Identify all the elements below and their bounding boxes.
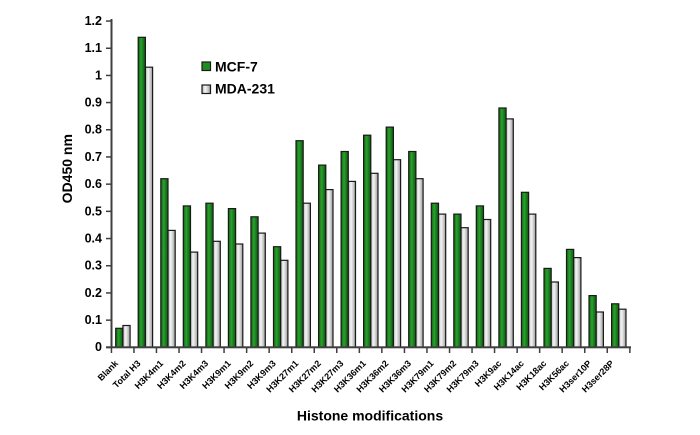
svg-text:0.3: 0.3	[85, 259, 102, 273]
svg-text:1: 1	[95, 68, 102, 82]
svg-text:1.1: 1.1	[85, 41, 102, 55]
svg-text:1.2: 1.2	[85, 14, 102, 28]
svg-text:Histone modifications: Histone modifications	[297, 408, 443, 424]
svg-text:MCF-7: MCF-7	[215, 58, 258, 74]
svg-text:0.8: 0.8	[85, 123, 102, 137]
svg-text:0.2: 0.2	[85, 286, 102, 300]
svg-text:0: 0	[95, 340, 102, 354]
svg-text:0.5: 0.5	[85, 204, 102, 218]
svg-text:0.9: 0.9	[85, 96, 102, 110]
svg-text:OD450 nm: OD450 nm	[59, 134, 75, 203]
svg-text:0.7: 0.7	[85, 150, 102, 164]
svg-text:0.6: 0.6	[85, 177, 102, 191]
svg-text:MDA-231: MDA-231	[215, 81, 275, 97]
svg-text:0.4: 0.4	[85, 231, 102, 245]
svg-text:0.1: 0.1	[85, 313, 102, 327]
